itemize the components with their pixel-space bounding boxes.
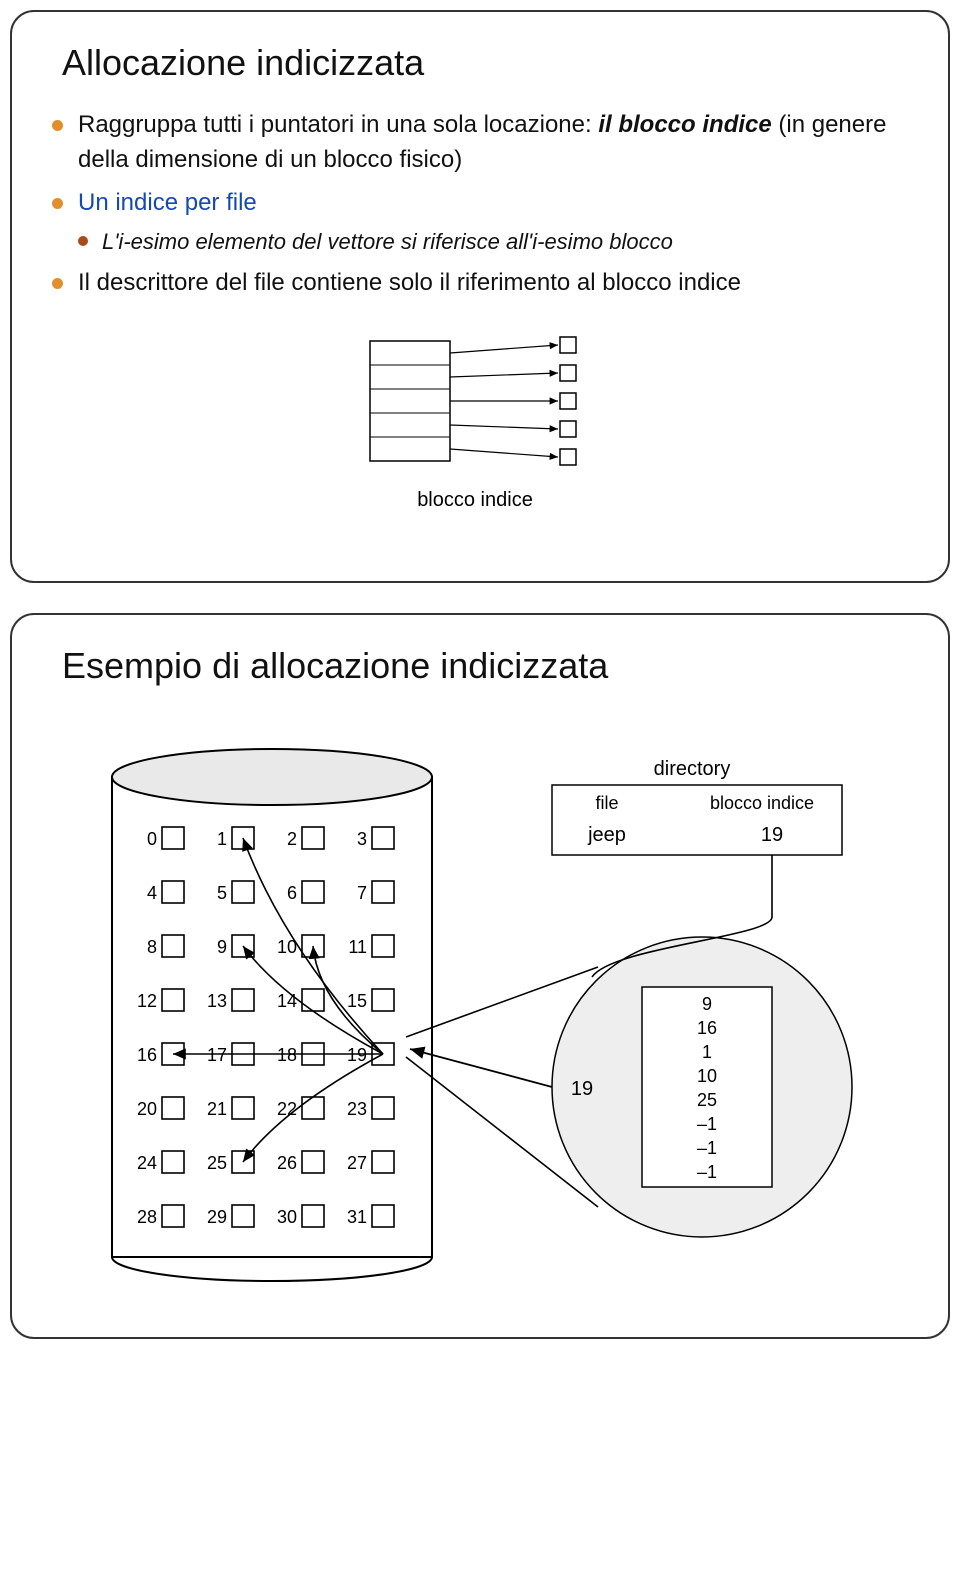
dir-row-idx: 19 — [761, 824, 783, 846]
disk-block — [302, 1097, 324, 1119]
diagram1-caption: blocco indice — [417, 489, 533, 511]
disk-block-label: 2 — [287, 829, 297, 849]
disk-block-label: 13 — [207, 991, 227, 1011]
disk-block-label: 20 — [137, 1099, 157, 1119]
dir-col-file: file — [595, 793, 618, 813]
disk-block — [302, 1205, 324, 1227]
slide1-figure: blocco indice — [52, 331, 908, 541]
disk-block-label: 18 — [277, 1045, 297, 1065]
disk-block-label: 5 — [217, 883, 227, 903]
disk-block-label: 6 — [287, 883, 297, 903]
disk-block — [162, 1205, 184, 1227]
disk-block — [302, 827, 324, 849]
index-block-value: –1 — [697, 1138, 717, 1158]
slide1-bullet-list: Raggruppa tutti i puntatori in una sola … — [52, 108, 908, 301]
disk-block — [372, 935, 394, 957]
disk-block — [372, 827, 394, 849]
disk-block — [162, 1151, 184, 1173]
index-block-value: –1 — [697, 1114, 717, 1134]
disk-block-label: 1 — [217, 829, 227, 849]
disk-block — [162, 1097, 184, 1119]
disk-block-label: 28 — [137, 1207, 157, 1227]
bullet-2: Un indice per file L'i-esimo elemento de… — [52, 186, 908, 259]
disk-block-label: 27 — [347, 1153, 367, 1173]
disk-block — [372, 1205, 394, 1227]
index-block-magnified: 9 16 1 10 25 –1 –1 –1 19 — [552, 937, 852, 1237]
index-block-box — [370, 341, 450, 461]
index-arrows — [450, 345, 558, 457]
index-block-diagram: blocco indice — [340, 331, 620, 541]
disk-block-label: 24 — [137, 1153, 157, 1173]
disk-block — [302, 881, 324, 903]
disk-block-label: 7 — [357, 883, 367, 903]
disk-block-label: 29 — [207, 1207, 227, 1227]
disk-block-label: 8 — [147, 937, 157, 957]
disk-block-label: 30 — [277, 1207, 297, 1227]
index-block-value: –1 — [697, 1162, 717, 1182]
bullet-1-pre: Raggruppa tutti i puntatori in una sola … — [78, 111, 598, 138]
slide2-title: Esempio di allocazione indicizzata — [62, 645, 908, 687]
disk-block — [302, 989, 324, 1011]
bullet-2-sub: L'i-esimo elemento del vettore si riferi… — [78, 226, 908, 258]
disk-block-label: 0 — [147, 829, 157, 849]
slide-allocazione-indicizzata: Allocazione indicizzata Raggruppa tutti … — [10, 10, 950, 583]
disk-block — [162, 881, 184, 903]
disk-block-label: 17 — [207, 1045, 227, 1065]
disk-block — [162, 935, 184, 957]
disk-block — [162, 989, 184, 1011]
slide1-title: Allocazione indicizzata — [62, 42, 908, 84]
disk-block-label: 15 — [347, 991, 367, 1011]
dir-row-file: jeep — [587, 824, 626, 846]
disk-block-label: 4 — [147, 883, 157, 903]
disk-block-label: 25 — [207, 1153, 227, 1173]
dir-col-idx: blocco indice — [710, 793, 814, 813]
disk-block-label: 21 — [207, 1099, 227, 1119]
disk-block — [372, 1097, 394, 1119]
index-block-num: 19 — [571, 1078, 593, 1100]
disk-block-label: 11 — [348, 937, 367, 957]
disk-block — [232, 989, 254, 1011]
bullet-3: Il descrittore del file contiene solo il… — [52, 266, 908, 301]
disk-block-label: 31 — [347, 1207, 367, 1227]
slide-esempio-allocazione: Esempio di allocazione indicizzata 01234… — [10, 613, 950, 1339]
data-blocks — [560, 337, 576, 465]
disk-block-label: 26 — [277, 1153, 297, 1173]
bullet-2-sublist: L'i-esimo elemento del vettore si riferi… — [78, 226, 908, 258]
disk-block — [232, 881, 254, 903]
directory-box: directory file blocco indice jeep 19 — [552, 758, 842, 855]
index-block-value: 10 — [697, 1066, 717, 1086]
disk-block — [232, 1205, 254, 1227]
directory-label: directory — [654, 758, 731, 780]
disk-block-label: 16 — [137, 1045, 157, 1065]
disk-block — [302, 1151, 324, 1173]
disk-block-label: 9 — [217, 937, 227, 957]
index-block-value: 9 — [702, 994, 712, 1014]
slide2-diagram: 0123456789101112131415161718192021222324… — [52, 717, 912, 1297]
disk-block-label: 14 — [277, 991, 297, 1011]
disk-block-label: 3 — [357, 829, 367, 849]
bullet-1-bold: il blocco indice — [598, 111, 771, 138]
index-block-value: 16 — [697, 1018, 717, 1038]
disk-block-label: 23 — [347, 1099, 367, 1119]
disk-block — [372, 989, 394, 1011]
index-block-value: 25 — [697, 1090, 717, 1110]
index-block-value: 1 — [702, 1042, 712, 1062]
disk-block-label: 12 — [137, 991, 157, 1011]
disk-block — [162, 827, 184, 849]
bullet-2-text: Un indice per file — [78, 189, 257, 216]
disk-block — [372, 1151, 394, 1173]
disk-block — [232, 1097, 254, 1119]
disk-block-label: 19 — [347, 1045, 367, 1065]
bullet-1: Raggruppa tutti i puntatori in una sola … — [52, 108, 908, 178]
disk-block — [372, 881, 394, 903]
